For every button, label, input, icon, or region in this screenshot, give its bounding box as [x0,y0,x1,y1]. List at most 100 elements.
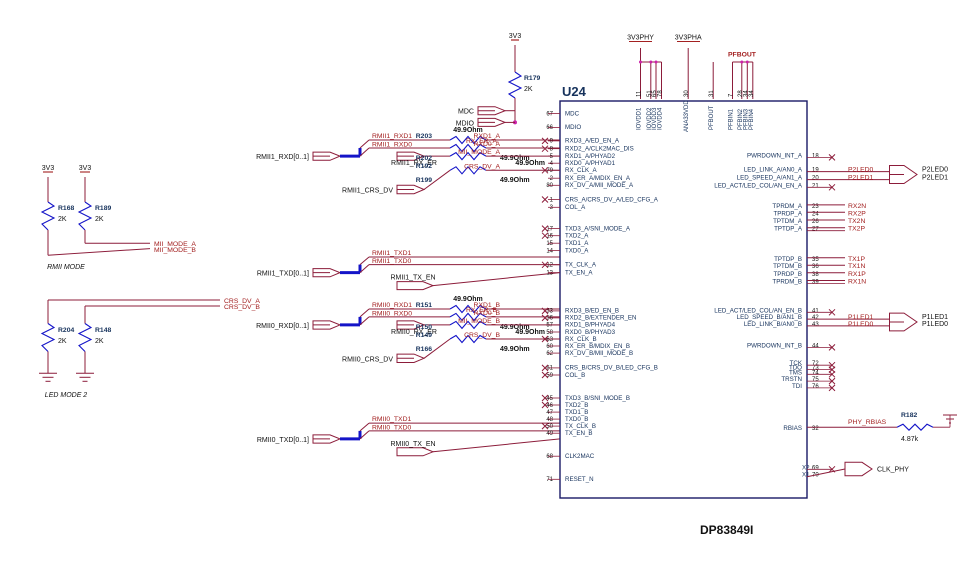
svg-text:RMII0_RXD1: RMII0_RXD1 [372,302,412,309]
svg-text:TPTDM_B: TPTDM_B [773,263,802,270]
svg-text:RMII0_TX_EN: RMII0_TX_EN [390,441,435,448]
svg-text:P2LED1: P2LED1 [848,175,874,182]
svg-text:TXD3_A/SNI_MODE_A: TXD3_A/SNI_MODE_A [565,225,631,232]
svg-text:49: 49 [546,431,553,437]
svg-text:RMII MODE: RMII MODE [47,264,85,271]
svg-text:19: 19 [812,168,819,174]
svg-text:R166: R166 [416,346,432,353]
svg-text:41: 41 [812,308,819,314]
svg-text:P1LED0: P1LED0 [922,321,948,328]
svg-text:2K: 2K [95,338,104,345]
svg-text:62: 62 [546,351,553,357]
svg-text:18: 18 [812,153,819,159]
svg-text:TXD2_A: TXD2_A [565,233,589,240]
svg-text:67: 67 [546,111,553,117]
svg-text:49.9Ohm: 49.9Ohm [515,329,545,336]
svg-text:RMII1_TX_EN: RMII1_TX_EN [390,275,435,282]
svg-text:R199: R199 [416,177,432,184]
svg-text:78: 78 [658,90,664,97]
svg-text:20: 20 [812,176,819,182]
svg-text:TX2P: TX2P [848,226,865,233]
svg-text:MII_MODE_B: MII_MODE_B [154,247,196,254]
svg-text:49.9Ohm: 49.9Ohm [500,177,530,184]
svg-text:IOVDD4: IOVDD4 [658,107,664,130]
svg-text:TDI: TDI [792,383,802,390]
svg-text:CRS_A/CRS_DV_A/LED_CFG_A: CRS_A/CRS_DV_A/LED_CFG_A [565,196,659,203]
svg-text:71: 71 [546,477,553,483]
svg-text:ANA33VDD: ANA33VDD [684,100,690,132]
svg-text:21: 21 [812,183,819,189]
svg-text:U24: U24 [562,84,587,99]
svg-text:RMII0_RXD[0..1]: RMII0_RXD[0..1] [256,323,309,330]
svg-text:CRS_DV_B: CRS_DV_B [224,304,260,311]
svg-text:P2LED0: P2LED0 [848,167,874,174]
svg-text:CRS_DV_B: CRS_DV_B [464,332,500,339]
svg-text:43: 43 [812,322,819,328]
svg-text:RX2P: RX2P [848,210,866,217]
svg-text:RMII0_CRS_DV: RMII0_CRS_DV [342,356,393,363]
svg-text:30: 30 [684,90,690,97]
svg-text:IOVDD1: IOVDD1 [637,107,643,130]
svg-text:3V3: 3V3 [79,165,92,172]
svg-text:R179: R179 [524,75,540,82]
svg-text:R192: R192 [416,163,432,170]
svg-text:MDC: MDC [458,109,474,116]
svg-text:RXD0_B/PHYAD3: RXD0_B/PHYAD3 [565,329,616,336]
svg-text:TX2N: TX2N [848,218,865,225]
svg-text:R168: R168 [58,205,74,212]
svg-text:14: 14 [546,248,553,254]
svg-text:RBIAS: RBIAS [783,425,802,432]
svg-text:RX_DV_A/MII_MODE_A: RX_DV_A/MII_MODE_A [565,182,634,189]
svg-text:47: 47 [546,410,553,416]
svg-text:RX1P: RX1P [848,271,866,278]
svg-text:44: 44 [812,343,819,349]
svg-text:2K: 2K [95,216,104,223]
svg-text:P2LED1: P2LED1 [922,175,948,182]
svg-text:PFBOUT: PFBOUT [728,52,757,59]
svg-text:RMII1_RXD0: RMII1_RXD0 [372,142,412,149]
svg-text:74: 74 [812,370,819,376]
svg-text:TX1P: TX1P [848,256,865,263]
svg-text:3V3PHA: 3V3PHA [675,35,702,42]
svg-text:R204: R204 [58,327,74,334]
svg-text:LED_SPEED_A/AN1_A: LED_SPEED_A/AN1_A [737,175,803,182]
svg-text:MDC: MDC [565,110,580,117]
svg-text:57: 57 [546,323,553,329]
svg-text:LED_LINK_A/AN0_A: LED_LINK_A/AN0_A [744,167,803,174]
svg-text:RX2N: RX2N [848,203,866,210]
svg-text:PFBIN4: PFBIN4 [749,108,755,130]
svg-text:RX_ER_A: RX_ER_A [466,138,497,145]
svg-text:15: 15 [546,241,553,247]
svg-text:31: 31 [709,90,715,97]
svg-text:TXD2_B: TXD2_B [565,402,588,409]
svg-text:DP83849I: DP83849I [700,523,753,537]
svg-text:P1LED0: P1LED0 [848,321,874,328]
svg-text:68: 68 [546,454,553,460]
svg-text:TX_EN_A: TX_EN_A [565,269,593,276]
svg-text:2K: 2K [58,338,67,345]
svg-text:3V3PHY: 3V3PHY [627,35,654,42]
svg-text:RMII1_TXD0: RMII1_TXD0 [372,258,412,265]
svg-text:RMII0_RXD0: RMII0_RXD0 [372,310,412,317]
svg-text:R202: R202 [416,155,432,162]
svg-text:80: 80 [546,183,553,189]
svg-text:R182: R182 [901,412,917,419]
svg-text:RMII1_RXD[0..1]: RMII1_RXD[0..1] [256,154,309,161]
svg-text:TXD1_B: TXD1_B [565,409,588,416]
svg-text:TX_CLK_A: TX_CLK_A [565,262,597,269]
svg-text:MII_MODE_B: MII_MODE_B [458,318,500,325]
svg-text:11: 11 [637,90,643,97]
svg-text:TPRDM_A: TPRDM_A [772,203,802,210]
svg-text:MII_MODE_A: MII_MODE_A [458,149,500,156]
svg-text:RX1N: RX1N [848,279,866,286]
svg-text:TXD3_B/SNI_MODE_B: TXD3_B/SNI_MODE_B [565,395,630,402]
svg-text:RMII0_TXD[0..1]: RMII0_TXD[0..1] [257,437,309,444]
svg-text:66: 66 [546,125,553,131]
svg-text:PWRDOWN_INT_B: PWRDOWN_INT_B [747,342,802,349]
svg-text:LED MODE 2: LED MODE 2 [45,392,88,399]
svg-text:49.9Ohm: 49.9Ohm [500,346,530,353]
svg-text:CRS_B/CRS_DV_B/LED_CFG_B: CRS_B/CRS_DV_B/LED_CFG_B [565,365,658,372]
svg-text:CLK2MAC: CLK2MAC [565,453,595,460]
svg-text:RMII0_TXD1: RMII0_TXD1 [372,416,412,423]
svg-text:MDIO: MDIO [565,124,581,131]
